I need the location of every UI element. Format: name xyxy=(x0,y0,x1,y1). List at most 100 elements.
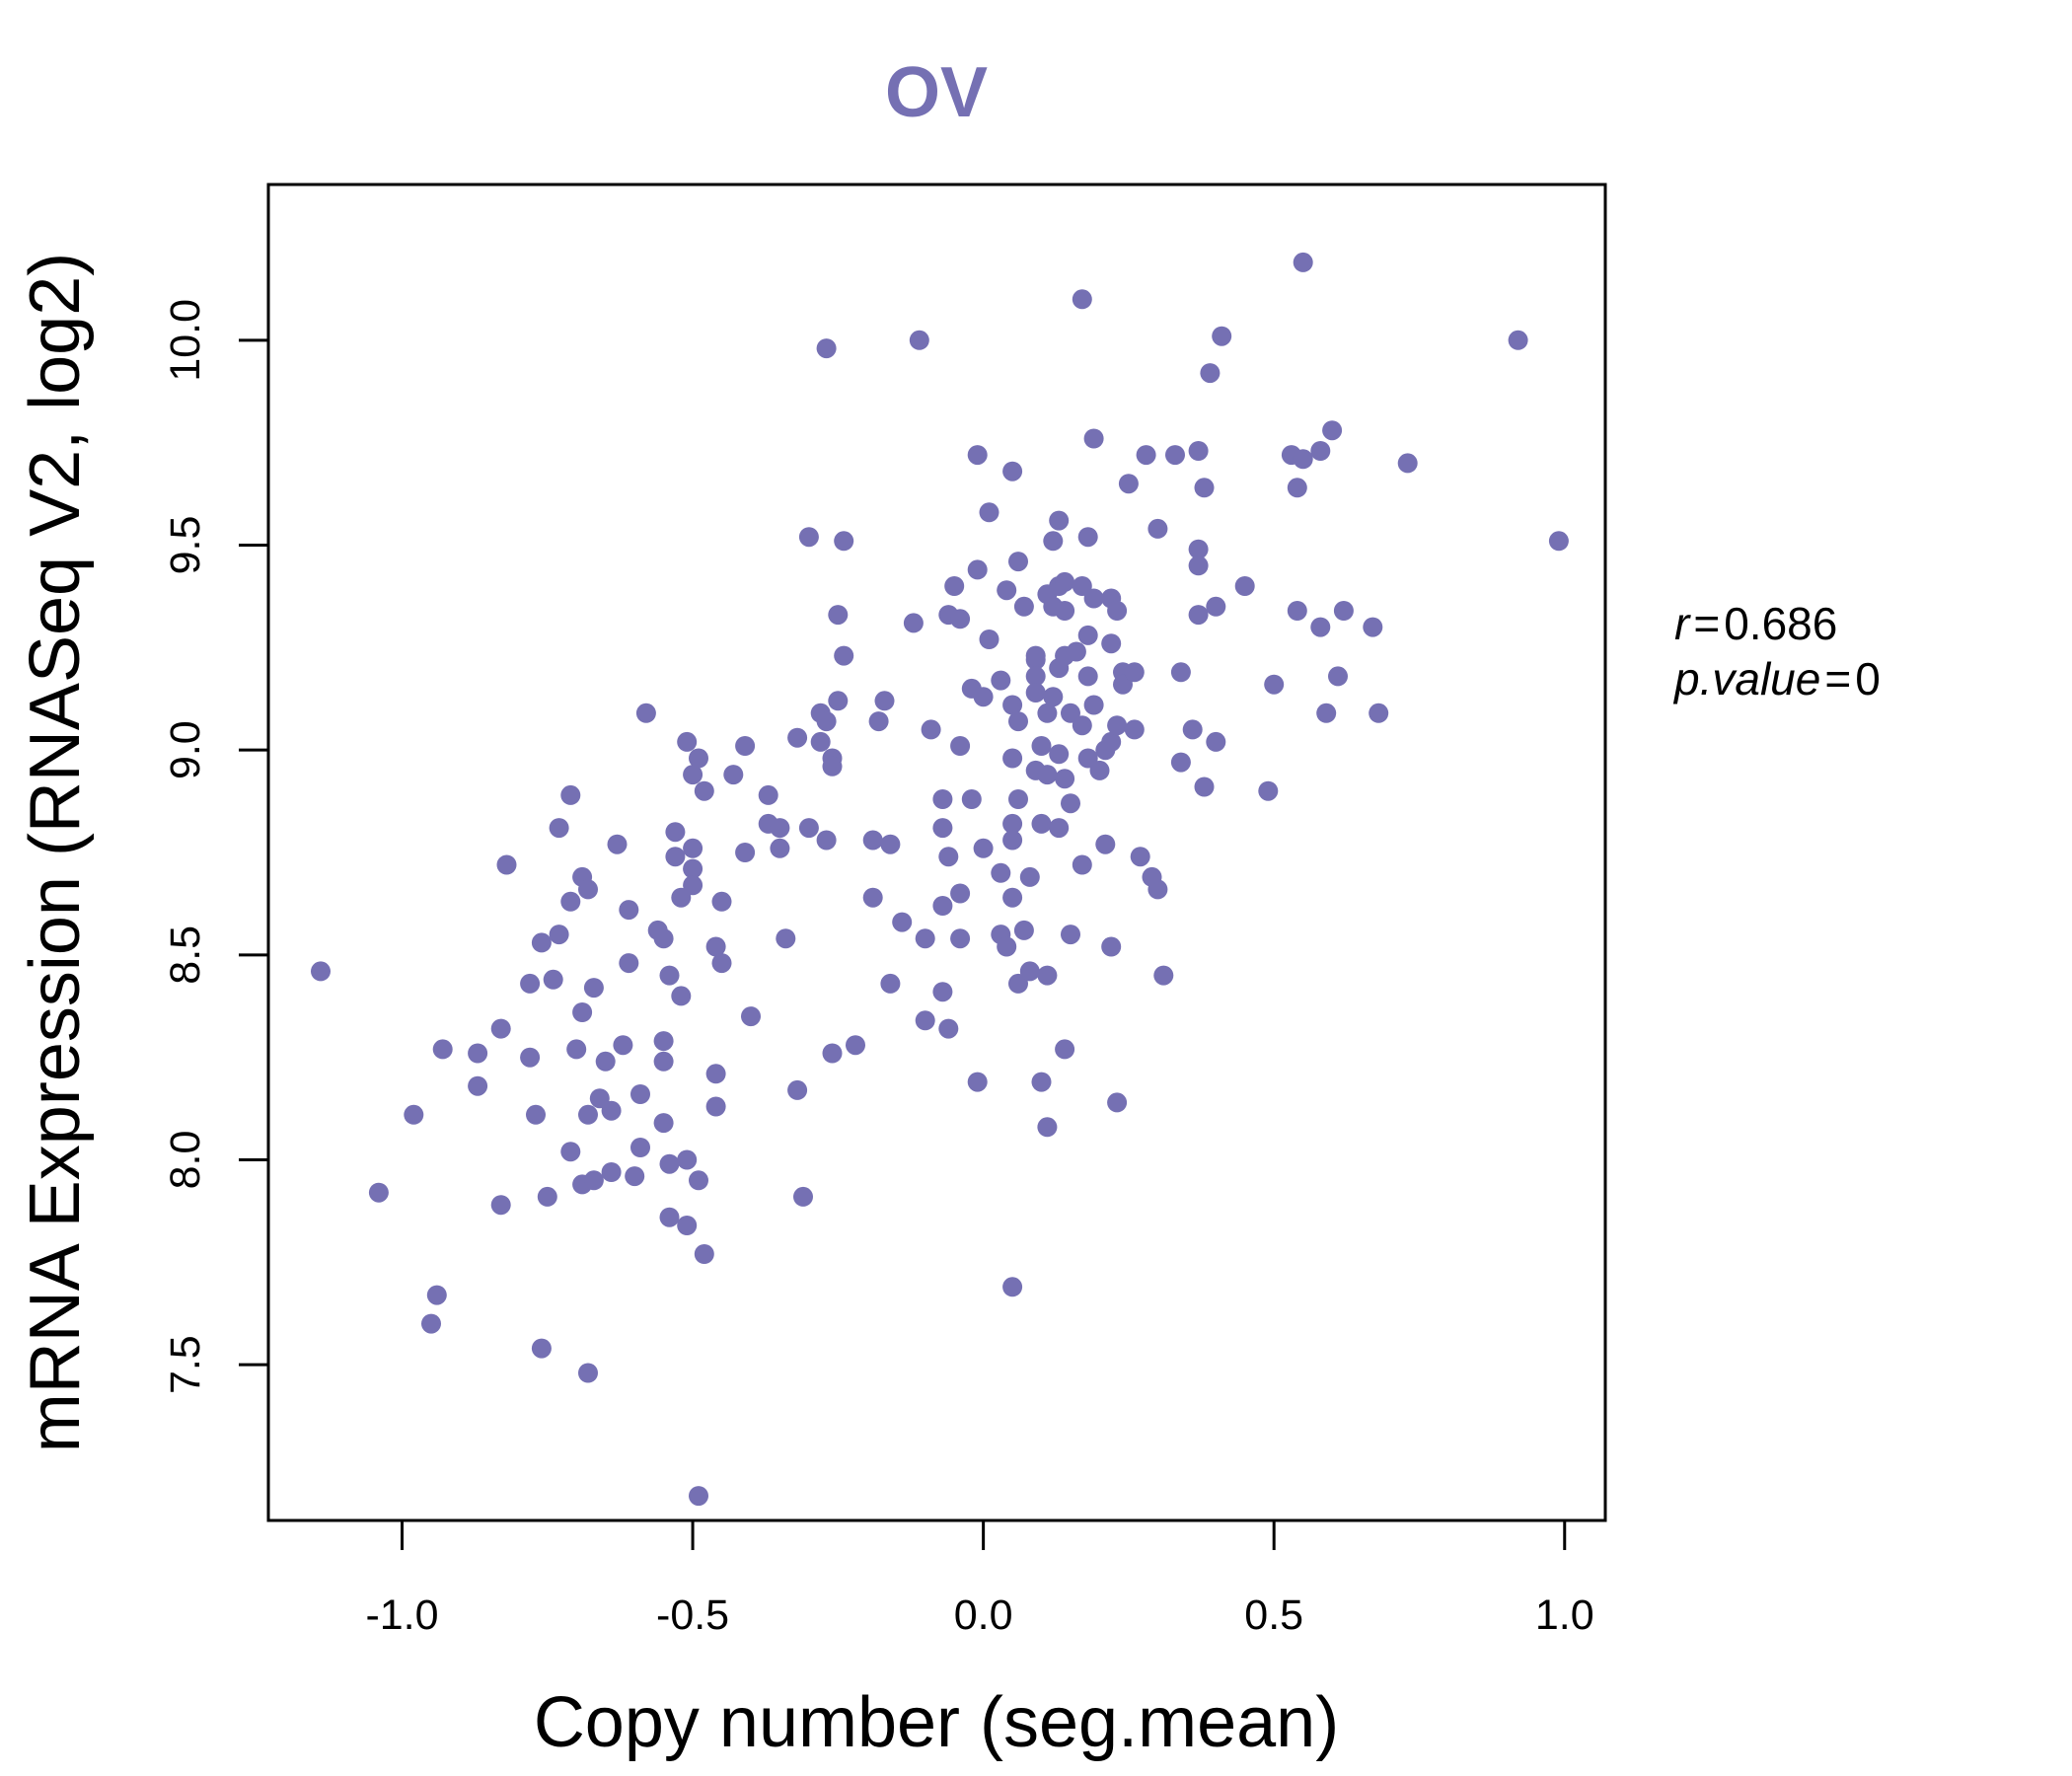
data-point xyxy=(630,1138,650,1157)
data-point xyxy=(543,969,563,990)
y-axis: 7.5 8.0 8.5 9.0 9.5 10.0 xyxy=(162,299,270,1394)
data-point xyxy=(1077,748,1098,769)
data-point xyxy=(1037,703,1058,723)
data-point xyxy=(1061,925,1080,945)
data-point xyxy=(1200,363,1221,384)
data-point xyxy=(1037,1117,1058,1138)
data-point xyxy=(1194,777,1215,797)
data-point xyxy=(1136,445,1156,466)
data-point xyxy=(705,1064,726,1084)
points-layer xyxy=(311,252,1569,1507)
data-point xyxy=(578,879,598,900)
data-point xyxy=(1072,289,1092,310)
data-point xyxy=(950,609,971,629)
data-point xyxy=(1008,552,1028,572)
x-tick-label: -0.5 xyxy=(656,1591,729,1639)
data-point xyxy=(1234,576,1255,596)
data-point xyxy=(909,330,929,350)
data-point xyxy=(932,818,953,839)
data-point xyxy=(997,580,1017,601)
data-point xyxy=(560,891,581,912)
data-point xyxy=(711,891,732,912)
data-point xyxy=(915,1010,935,1031)
data-point xyxy=(1055,769,1075,789)
data-point xyxy=(1258,780,1279,801)
data-point xyxy=(1206,731,1226,752)
data-point xyxy=(560,784,581,805)
data-point xyxy=(1037,765,1058,785)
data-point xyxy=(1061,793,1080,814)
x-tick-label: 0.0 xyxy=(954,1591,1013,1639)
data-point xyxy=(816,711,837,732)
data-point xyxy=(834,645,854,666)
data-point xyxy=(1107,601,1128,621)
data-point xyxy=(694,1244,714,1264)
data-point xyxy=(1008,973,1028,994)
data-point xyxy=(683,858,703,879)
data-point xyxy=(659,965,680,986)
data-point xyxy=(1188,539,1209,559)
data-point xyxy=(938,847,959,867)
data-point xyxy=(1072,576,1092,596)
data-point xyxy=(903,613,924,633)
data-point xyxy=(589,1088,610,1109)
data-point xyxy=(1310,617,1331,637)
data-point xyxy=(1077,527,1098,548)
data-point xyxy=(1061,703,1080,723)
data-point xyxy=(991,670,1011,691)
data-point xyxy=(368,1182,389,1203)
data-point xyxy=(979,502,999,523)
data-point xyxy=(770,818,790,839)
data-point xyxy=(967,1072,988,1092)
data-point xyxy=(689,1170,708,1191)
data-point xyxy=(1212,326,1232,346)
data-point xyxy=(601,1162,622,1182)
data-point xyxy=(583,978,604,999)
data-point xyxy=(1293,252,1313,272)
data-point xyxy=(915,928,935,949)
y-tick-label: 10.0 xyxy=(162,299,209,382)
data-point xyxy=(619,900,639,921)
data-point xyxy=(862,887,883,908)
data-point xyxy=(787,1079,808,1100)
data-point xyxy=(892,912,913,932)
data-point xyxy=(490,1195,511,1216)
data-point xyxy=(578,1363,598,1383)
data-point xyxy=(1013,596,1034,617)
data-point xyxy=(689,748,708,769)
data-point xyxy=(950,883,971,904)
plot-frame xyxy=(266,183,1607,1522)
data-point xyxy=(822,1043,843,1064)
data-point xyxy=(1147,518,1168,539)
data-point xyxy=(967,445,988,466)
data-point xyxy=(1089,760,1110,780)
data-point xyxy=(1101,936,1122,957)
data-point xyxy=(1002,813,1023,834)
chart-title: OV xyxy=(885,53,988,132)
data-point xyxy=(1019,866,1040,887)
data-point xyxy=(625,1166,645,1187)
data-point xyxy=(683,765,703,785)
data-point xyxy=(683,838,703,858)
data-point xyxy=(1101,633,1122,654)
data-point xyxy=(1194,478,1215,498)
data-point xyxy=(758,784,778,805)
data-point xyxy=(311,961,331,982)
data-point xyxy=(1107,715,1128,736)
data-point xyxy=(798,818,819,839)
data-point xyxy=(868,711,889,732)
r-stat: r=0.686 xyxy=(1674,598,1837,649)
x-tick-label: 1.0 xyxy=(1535,1591,1594,1639)
data-point xyxy=(1369,703,1389,723)
data-point xyxy=(741,1006,761,1027)
data-point xyxy=(973,687,994,707)
data-point xyxy=(944,576,965,596)
x-tick-label: -1.0 xyxy=(365,1591,438,1639)
data-point xyxy=(1083,428,1104,449)
r-stat-value: 0.686 xyxy=(1724,598,1837,649)
data-point xyxy=(950,928,971,949)
data-point xyxy=(1310,441,1331,461)
data-point xyxy=(991,862,1011,883)
data-point xyxy=(1031,1072,1052,1092)
data-point xyxy=(1147,879,1168,900)
